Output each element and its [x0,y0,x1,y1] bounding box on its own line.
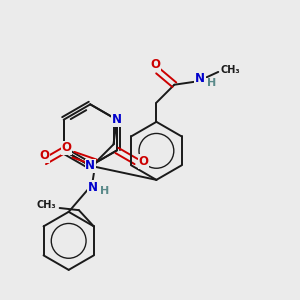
Text: H: H [100,186,110,197]
Text: O: O [40,149,50,162]
Text: O: O [139,155,149,168]
Text: N: N [112,113,122,126]
Text: N: N [88,181,98,194]
Text: N: N [85,159,95,172]
Text: O: O [151,58,160,71]
Text: O: O [61,141,71,154]
Text: CH₃: CH₃ [36,200,56,210]
Text: N: N [195,72,205,85]
Text: CH₃: CH₃ [220,65,240,75]
Text: H: H [207,79,216,88]
